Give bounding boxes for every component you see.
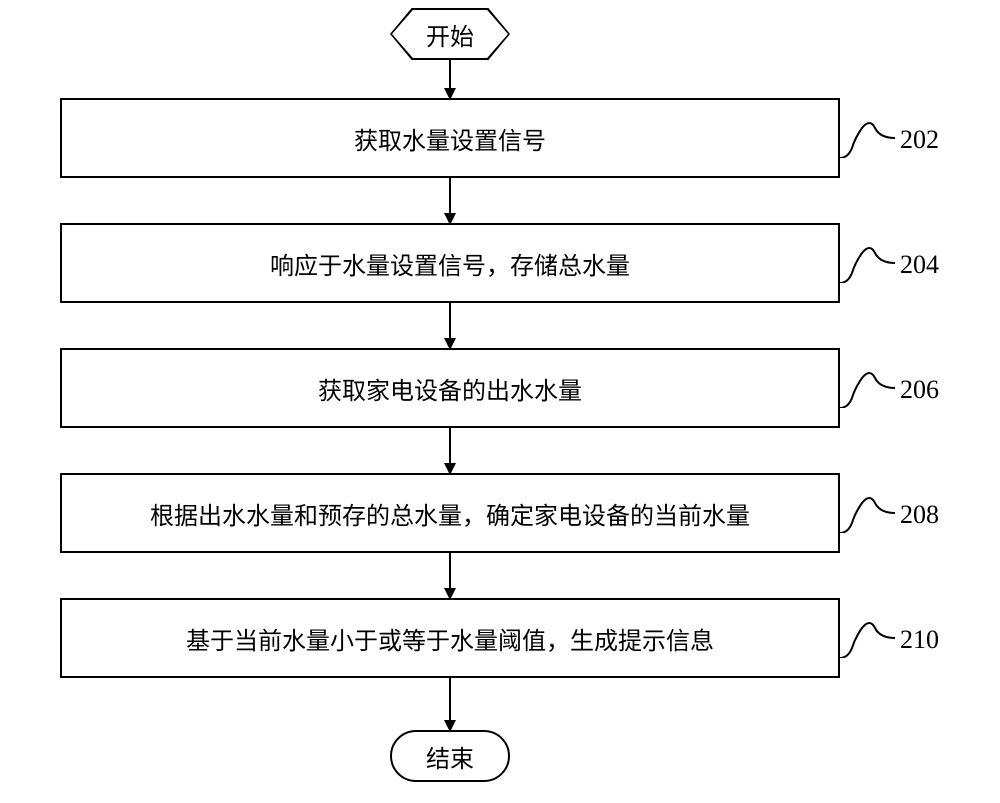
process-step-3-label: 获取家电设备的出水水量 <box>318 371 582 406</box>
process-step-5-label: 基于当前水量小于或等于水量阈值，生成提示信息 <box>186 621 714 656</box>
arrow-4 <box>440 428 460 475</box>
ref-curve-1 <box>840 118 900 158</box>
ref-curve-4 <box>840 493 900 533</box>
ref-curve-3 <box>840 368 900 408</box>
ref-label-4: 208 <box>900 500 939 530</box>
process-step-1: 获取水量设置信号 <box>60 98 840 178</box>
ref-label-5: 210 <box>900 625 939 655</box>
start-node: 开始 <box>390 8 510 60</box>
process-step-2-label: 响应于水量设置信号，存储总水量 <box>270 246 630 281</box>
ref-label-1: 202 <box>900 125 939 155</box>
ref-curve-5 <box>840 618 900 658</box>
start-label: 开始 <box>426 17 474 52</box>
arrow-1 <box>440 60 460 100</box>
ref-curve-2 <box>840 243 900 283</box>
process-step-1-label: 获取水量设置信号 <box>354 121 546 156</box>
arrow-5 <box>440 553 460 600</box>
arrow-3 <box>440 303 460 350</box>
ref-label-2: 204 <box>900 250 939 280</box>
arrow-2 <box>440 178 460 225</box>
process-step-3: 获取家电设备的出水水量 <box>60 348 840 428</box>
process-step-4-label: 根据出水水量和预存的总水量，确定家电设备的当前水量 <box>150 496 750 531</box>
ref-label-3: 206 <box>900 375 939 405</box>
arrow-6 <box>440 678 460 732</box>
end-node: 结束 <box>390 730 510 782</box>
process-step-2: 响应于水量设置信号，存储总水量 <box>60 223 840 303</box>
process-step-4: 根据出水水量和预存的总水量，确定家电设备的当前水量 <box>60 473 840 553</box>
end-label: 结束 <box>426 739 474 774</box>
flowchart-canvas: 开始 获取水量设置信号 响应于水量设置信号，存储总水量 获取家电设备的出水水量 … <box>0 0 1000 803</box>
process-step-5: 基于当前水量小于或等于水量阈值，生成提示信息 <box>60 598 840 678</box>
